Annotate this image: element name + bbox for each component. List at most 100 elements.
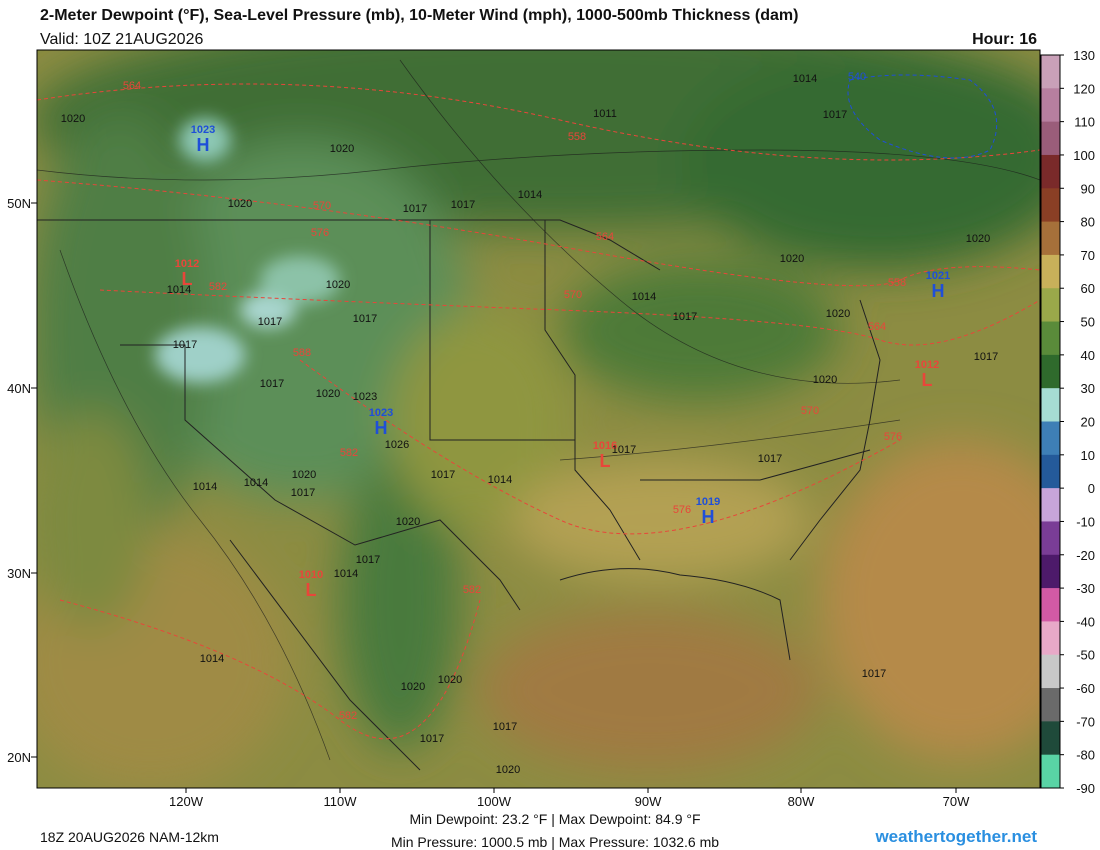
- colorbar-label: -90: [1076, 781, 1095, 796]
- map-area: [37, 50, 1040, 788]
- isobar-label: 1017: [974, 351, 998, 363]
- isobar-label: 1020: [826, 308, 850, 320]
- colorbar-label: 80: [1081, 215, 1095, 230]
- map-frame: [36, 49, 1041, 789]
- pressure-range: Min Pressure: 1000.5 mb | Max Pressure: …: [391, 834, 719, 850]
- isobar-label: 1020: [316, 388, 340, 400]
- isobar-label: 1017: [258, 316, 282, 328]
- isobar-label: 1020: [966, 233, 990, 245]
- isobar-label: 1017: [612, 444, 636, 456]
- colorbar-segment: [1041, 421, 1060, 456]
- colorbar-segment: [1041, 221, 1060, 256]
- isobar-label: 1017: [451, 199, 475, 211]
- isobar-label: 1017: [173, 339, 197, 351]
- isobar-label: 1017: [420, 733, 444, 745]
- isobar-label: 1017: [356, 554, 380, 566]
- latitude-label: 20N: [7, 750, 31, 765]
- colorbar-label: -30: [1076, 581, 1095, 596]
- isobar-label: 1026: [385, 439, 409, 451]
- isobar-label: 1020: [330, 143, 354, 155]
- thickness-label: 582: [463, 584, 481, 596]
- low-symbol: L: [922, 370, 933, 390]
- high-value: 1023: [191, 124, 215, 136]
- colorbar-label: 70: [1081, 248, 1095, 263]
- thickness-contours: [37, 83, 1040, 740]
- colorbar-label: -70: [1076, 714, 1095, 729]
- colorbar-label: 20: [1081, 415, 1095, 430]
- isobar-label: 1014: [488, 474, 512, 486]
- colorbar-segment: [1041, 488, 1060, 522]
- colorbar-segment: [1041, 621, 1060, 656]
- high-value: 1019: [696, 496, 720, 508]
- thickness-label: 588: [293, 347, 311, 359]
- isobar-label: 1020: [292, 469, 316, 481]
- colorbar-label: 130: [1073, 48, 1095, 63]
- colorbar-label: -50: [1076, 648, 1095, 663]
- colorbar-segment: [1041, 688, 1060, 722]
- colorbar-segment: [1041, 254, 1060, 289]
- isobar-label: 1014: [167, 284, 191, 296]
- isobar-label: 1017: [353, 313, 377, 325]
- isobar-label: 1014: [334, 568, 358, 580]
- model-run: 18Z 20AUG2026 NAM-12km: [40, 829, 219, 845]
- colorbar-label: 0: [1088, 481, 1095, 496]
- thickness-label: 582: [209, 281, 227, 293]
- colorbar-label: -60: [1076, 681, 1095, 696]
- colorbar-segment: [1041, 88, 1060, 123]
- thickness-label: 564: [596, 231, 614, 243]
- colorbar-segment: [1041, 354, 1060, 389]
- isobar-label: 1023: [353, 391, 377, 403]
- colorbar-segment: [1041, 321, 1060, 356]
- latitude-label: 40N: [7, 381, 31, 396]
- colorbar-label: 120: [1073, 81, 1095, 96]
- colorbar-label: 50: [1081, 315, 1095, 330]
- longitude-label: 100W: [477, 794, 512, 809]
- borders: [37, 219, 881, 771]
- isobar-label: 1017: [758, 453, 782, 465]
- isobar-label: 1017: [403, 203, 427, 215]
- thickness-label: 582: [340, 447, 358, 459]
- high-value: 1023: [369, 407, 393, 419]
- longitude-label: 80W: [788, 794, 815, 809]
- colorbar-label: -20: [1076, 548, 1095, 563]
- colorbar-segment: [1041, 154, 1060, 189]
- thickness-label: 558: [888, 277, 906, 289]
- latitude-label: 30N: [7, 566, 31, 581]
- isobar-label: 1020: [61, 113, 85, 125]
- colorbar: 1301201101009080706050403020100-10-20-30…: [1040, 48, 1095, 796]
- map-title: 2-Meter Dewpoint (°F), Sea-Level Pressur…: [40, 7, 798, 24]
- high-symbol: H: [932, 281, 945, 301]
- colorbar-segment: [1041, 754, 1060, 789]
- colorbar-label: -10: [1076, 514, 1095, 529]
- colorbar-label: 10: [1081, 448, 1095, 463]
- high-symbol: H: [702, 507, 715, 527]
- isobar-label: 1020: [228, 198, 252, 210]
- colorbar-label: 40: [1081, 348, 1095, 363]
- colorbar-segment: [1041, 454, 1060, 489]
- thickness-label: 582: [339, 710, 357, 722]
- latitude-label: 50N: [7, 196, 31, 211]
- colorbar-label: -40: [1076, 614, 1095, 629]
- colorbar-segment: [1041, 288, 1060, 323]
- colorbar-label: 110: [1074, 115, 1095, 130]
- valid-time: Valid: 10Z 21AUG2026: [40, 31, 203, 48]
- isobar-label: 1017: [673, 311, 697, 323]
- isobar-label: 1017: [431, 469, 455, 481]
- colorbar-segment: [1041, 388, 1060, 422]
- colorbar-segment: [1041, 121, 1060, 156]
- longitude-label: 110W: [324, 794, 358, 809]
- dewpoint-field: [37, 50, 1040, 788]
- isobar-label: 1014: [793, 73, 817, 85]
- colorbar-label: 60: [1081, 281, 1095, 296]
- thickness-label: 558: [568, 131, 586, 143]
- isobar-label: 1020: [396, 516, 420, 528]
- cold-thickness-contour: [847, 74, 998, 159]
- isobar-label: 1020: [780, 253, 804, 265]
- colorbar-label: 100: [1073, 148, 1095, 163]
- low-value: 1010: [299, 569, 323, 581]
- isobar-label: 1014: [244, 477, 268, 489]
- isobar-label: 1020: [438, 674, 462, 686]
- isobar-label: 1017: [291, 487, 315, 499]
- colorbar-segment: [1041, 554, 1060, 589]
